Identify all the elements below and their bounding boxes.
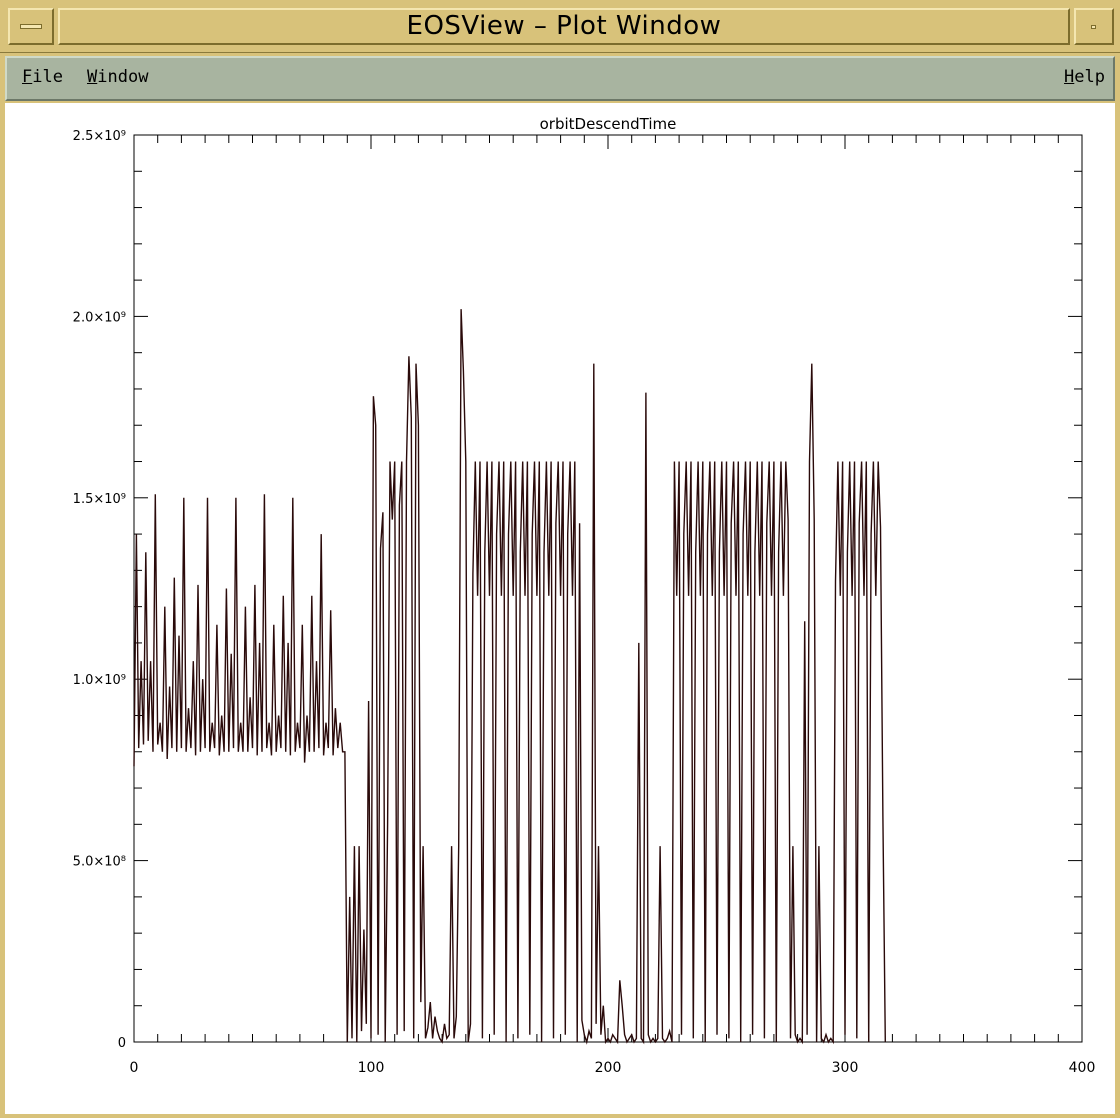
title-area[interactable]: EOSView – Plot Window xyxy=(58,8,1070,45)
menu-file[interactable]: File xyxy=(22,67,63,87)
menu-file-label: ile xyxy=(32,67,63,87)
menu-help-label: elp xyxy=(1074,67,1105,87)
menu-window-mnemonic: W xyxy=(87,67,98,87)
menu-help-mnemonic: H xyxy=(1064,67,1075,87)
series-line-0 xyxy=(133,309,886,1045)
y-tick-label: 1.5×10⁹ xyxy=(73,492,126,507)
x-tick-label: 200 xyxy=(595,1060,622,1076)
y-tick-label: 0 xyxy=(118,1036,126,1051)
menu-help[interactable]: Help xyxy=(1064,67,1105,87)
line-chart: orbitDescendTime 0 100 200 300 400 0 5.0×10⁸ 1.0… xyxy=(73,115,1096,1076)
y-tick-label: 2.0×10⁹ xyxy=(73,310,126,325)
y-tick-label: 1.0×10⁹ xyxy=(73,673,126,688)
menu-window[interactable]: Window xyxy=(87,67,148,87)
menu-bar: File Window Help xyxy=(5,56,1115,101)
x-tick-label: 100 xyxy=(358,1060,385,1076)
window-title: EOSView – Plot Window xyxy=(406,11,722,41)
x-tick-label: 0 xyxy=(130,1060,139,1076)
title-bar[interactable]: EOSView – Plot Window xyxy=(0,0,1120,53)
y-tick-label: 2.5×10⁹ xyxy=(73,129,126,144)
menu-window-label: indow xyxy=(97,67,149,87)
plot-frame xyxy=(133,134,1083,1043)
plot-area: orbitDescendTime 0 100 200 300 400 0 5.0×10⁸ 1.0… xyxy=(5,103,1115,1114)
minimize-icon xyxy=(1091,25,1096,29)
window-menu-icon xyxy=(20,24,42,29)
x-tick-label: 300 xyxy=(832,1060,859,1076)
y-tick-label: 5.0×10⁸ xyxy=(73,855,126,870)
x-tick-label: 400 xyxy=(1069,1060,1096,1076)
chart-title: orbitDescendTime xyxy=(540,115,677,133)
menu-file-mnemonic: F xyxy=(22,67,33,87)
window-menu-button[interactable] xyxy=(8,8,54,45)
minimize-button[interactable] xyxy=(1074,8,1114,45)
